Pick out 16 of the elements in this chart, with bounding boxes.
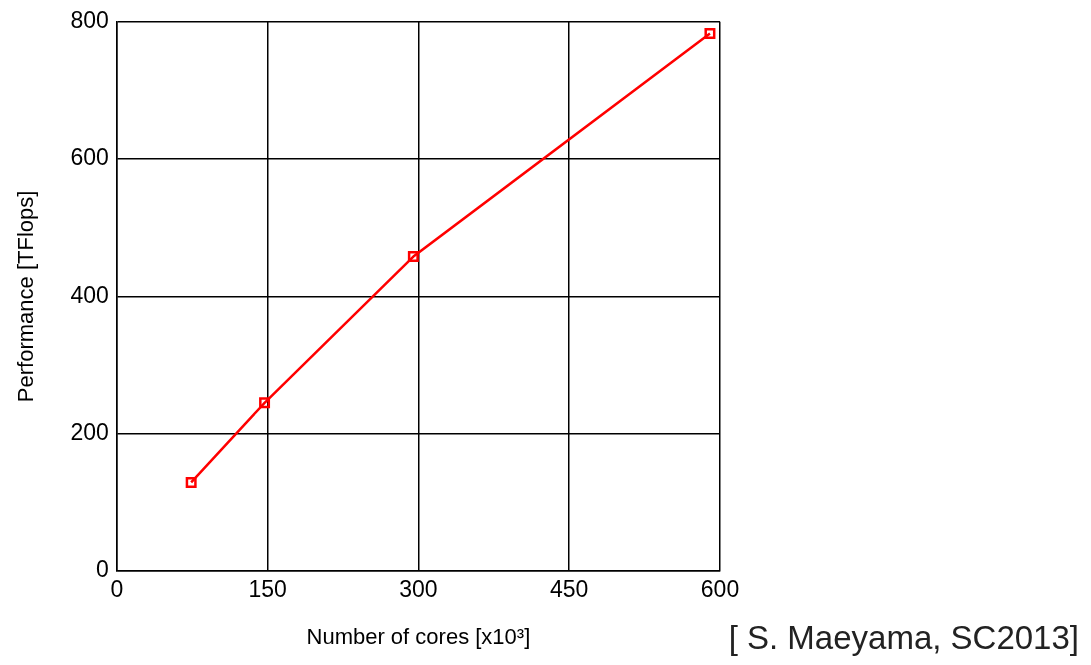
- x-tick-label: 450: [550, 576, 589, 603]
- y-tick-label: 400: [70, 281, 109, 308]
- y-tick-label: 800: [70, 7, 109, 34]
- x-tick-label: 600: [700, 576, 740, 603]
- point: [704, 27, 716, 39]
- y-tick-label: 200: [70, 419, 109, 446]
- point: [259, 397, 271, 409]
- point: [185, 476, 197, 488]
- text: [ S. Maeyama, SC2013]: [728, 619, 1079, 657]
- point: [407, 251, 419, 263]
- x-axis-title: Number of cores [x10³]: [306, 623, 531, 649]
- y-tick-label: 600: [70, 144, 109, 171]
- y-tick-label: 0: [95, 556, 109, 583]
- y-axis-title: Performance [TFlops]: [13, 190, 39, 403]
- x-tick-label: 150: [248, 576, 287, 603]
- x-tick-label: 300: [399, 576, 438, 603]
